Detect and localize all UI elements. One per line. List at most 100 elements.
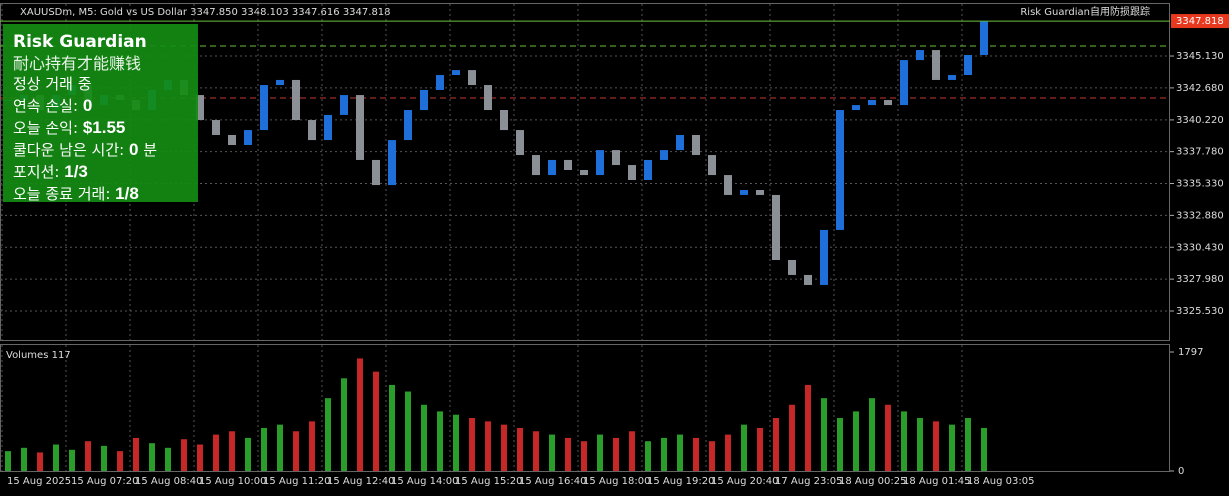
volume-bar [709, 441, 715, 471]
candle [596, 150, 604, 176]
candle [276, 79, 284, 86]
panel-title: Risk Guardian [13, 32, 147, 52]
panel-label: 포지션: [13, 163, 60, 181]
candle [948, 75, 956, 80]
candle [980, 21, 988, 55]
volume-bar [661, 437, 667, 471]
volume-title: Volumes 117 [6, 350, 71, 361]
volume-bar [165, 447, 171, 471]
volume-bar [549, 434, 555, 471]
volume-bar [181, 439, 187, 471]
x-tick-label: 15 Aug 2025 [7, 476, 71, 487]
candle [836, 110, 844, 230]
candle [884, 100, 892, 106]
volume-bar [101, 445, 107, 471]
panel-row: 쿨다운 남은 시간: 0 분 [13, 139, 188, 161]
candle [932, 50, 940, 80]
symbol-header: XAUUSDm, M5: Gold vs US Dollar 3347.850 … [20, 7, 391, 18]
candle [436, 75, 444, 90]
candle [372, 159, 380, 186]
volume-bar [501, 424, 507, 471]
y-tick-label: 3330.430 [1176, 242, 1224, 253]
volume-bar [405, 391, 411, 471]
y-tick-label: 1797 [1178, 347, 1203, 358]
x-tick-label: 18 Aug 03:05 [967, 476, 1034, 487]
volume-bar [933, 421, 939, 471]
volume-bar [741, 424, 747, 471]
volume-bar [853, 411, 859, 471]
candle [452, 70, 460, 76]
candle [388, 140, 396, 186]
x-tick-label: 15 Aug 15:20 [455, 476, 522, 487]
volume-bar [533, 431, 539, 471]
y-tick-label: 0 [1178, 466, 1184, 477]
volume-bar [613, 437, 619, 471]
x-tick-label: 18 Aug 00:25 [839, 476, 906, 487]
candle [900, 60, 908, 106]
panel-value: 1/8 [115, 184, 139, 203]
volume-bar [5, 451, 11, 471]
volume-bar [885, 404, 891, 471]
volume-bar [373, 371, 379, 471]
candle [916, 50, 924, 61]
volume-bar [213, 434, 219, 471]
candle [820, 229, 828, 285]
volume-bar [981, 427, 987, 471]
candle [500, 110, 508, 131]
volume-bar [69, 449, 75, 471]
volume-bar [261, 427, 267, 471]
candle [660, 150, 668, 160]
y-tick-label: 3332.880 [1176, 210, 1224, 221]
volume-bar [357, 358, 363, 471]
candle [324, 114, 332, 141]
volume-bar [277, 424, 283, 471]
volume-frame [0, 344, 1170, 472]
volume-bar [901, 411, 907, 471]
candle [212, 120, 220, 135]
volume-bar [453, 414, 459, 471]
x-tick-label: 15 Aug 16:40 [519, 476, 586, 487]
volume-bar [821, 398, 827, 471]
panel-unit: 분 [143, 141, 158, 159]
indicator-name: Risk Guardian自用防损跟踪 [1020, 5, 1150, 18]
y-tick-label: 3340.220 [1176, 115, 1224, 126]
volume-bar [421, 404, 427, 471]
x-tick-label: 17 Aug 23:05 [775, 476, 842, 487]
candle [228, 134, 236, 146]
volume-bar [37, 452, 43, 471]
volume-bar [197, 444, 203, 471]
panel-status: 정상 거래 중 [13, 75, 92, 93]
candle [580, 169, 588, 176]
volume-bar [917, 418, 923, 471]
candle [788, 260, 796, 275]
volume-bar [437, 411, 443, 471]
y-tick-label: 3327.980 [1176, 274, 1224, 285]
candle [196, 95, 204, 121]
y-tick-label: 3345.130 [1176, 51, 1224, 62]
volume-bar [133, 437, 139, 471]
panel-label: 쿨다운 남은 시간: [13, 141, 125, 159]
volume-bar [789, 404, 795, 471]
volume-bar [325, 398, 331, 471]
volume-bar [773, 418, 779, 471]
x-tick-label: 15 Aug 18:00 [583, 476, 650, 487]
volume-bar [597, 434, 603, 471]
risk-panel: Risk Guardian 耐心持有才能赚钱 정상 거래 중 연속 손실: 0 … [3, 24, 198, 205]
volume-bar [53, 444, 59, 471]
panel-row: 오늘 종료 거래: 1/8 [13, 183, 188, 205]
candle [692, 134, 700, 156]
x-tick-label: 15 Aug 10:00 [199, 476, 266, 487]
panel-value: 0 [128, 140, 139, 159]
volume-bar [581, 441, 587, 471]
y-tick-label: 3342.680 [1176, 83, 1224, 94]
candle [484, 85, 492, 111]
volume-bar [725, 434, 731, 471]
candle [852, 105, 860, 111]
volume-bar [389, 384, 395, 471]
candle [420, 89, 428, 111]
volume-bar [117, 451, 123, 471]
volume-bar [837, 418, 843, 471]
